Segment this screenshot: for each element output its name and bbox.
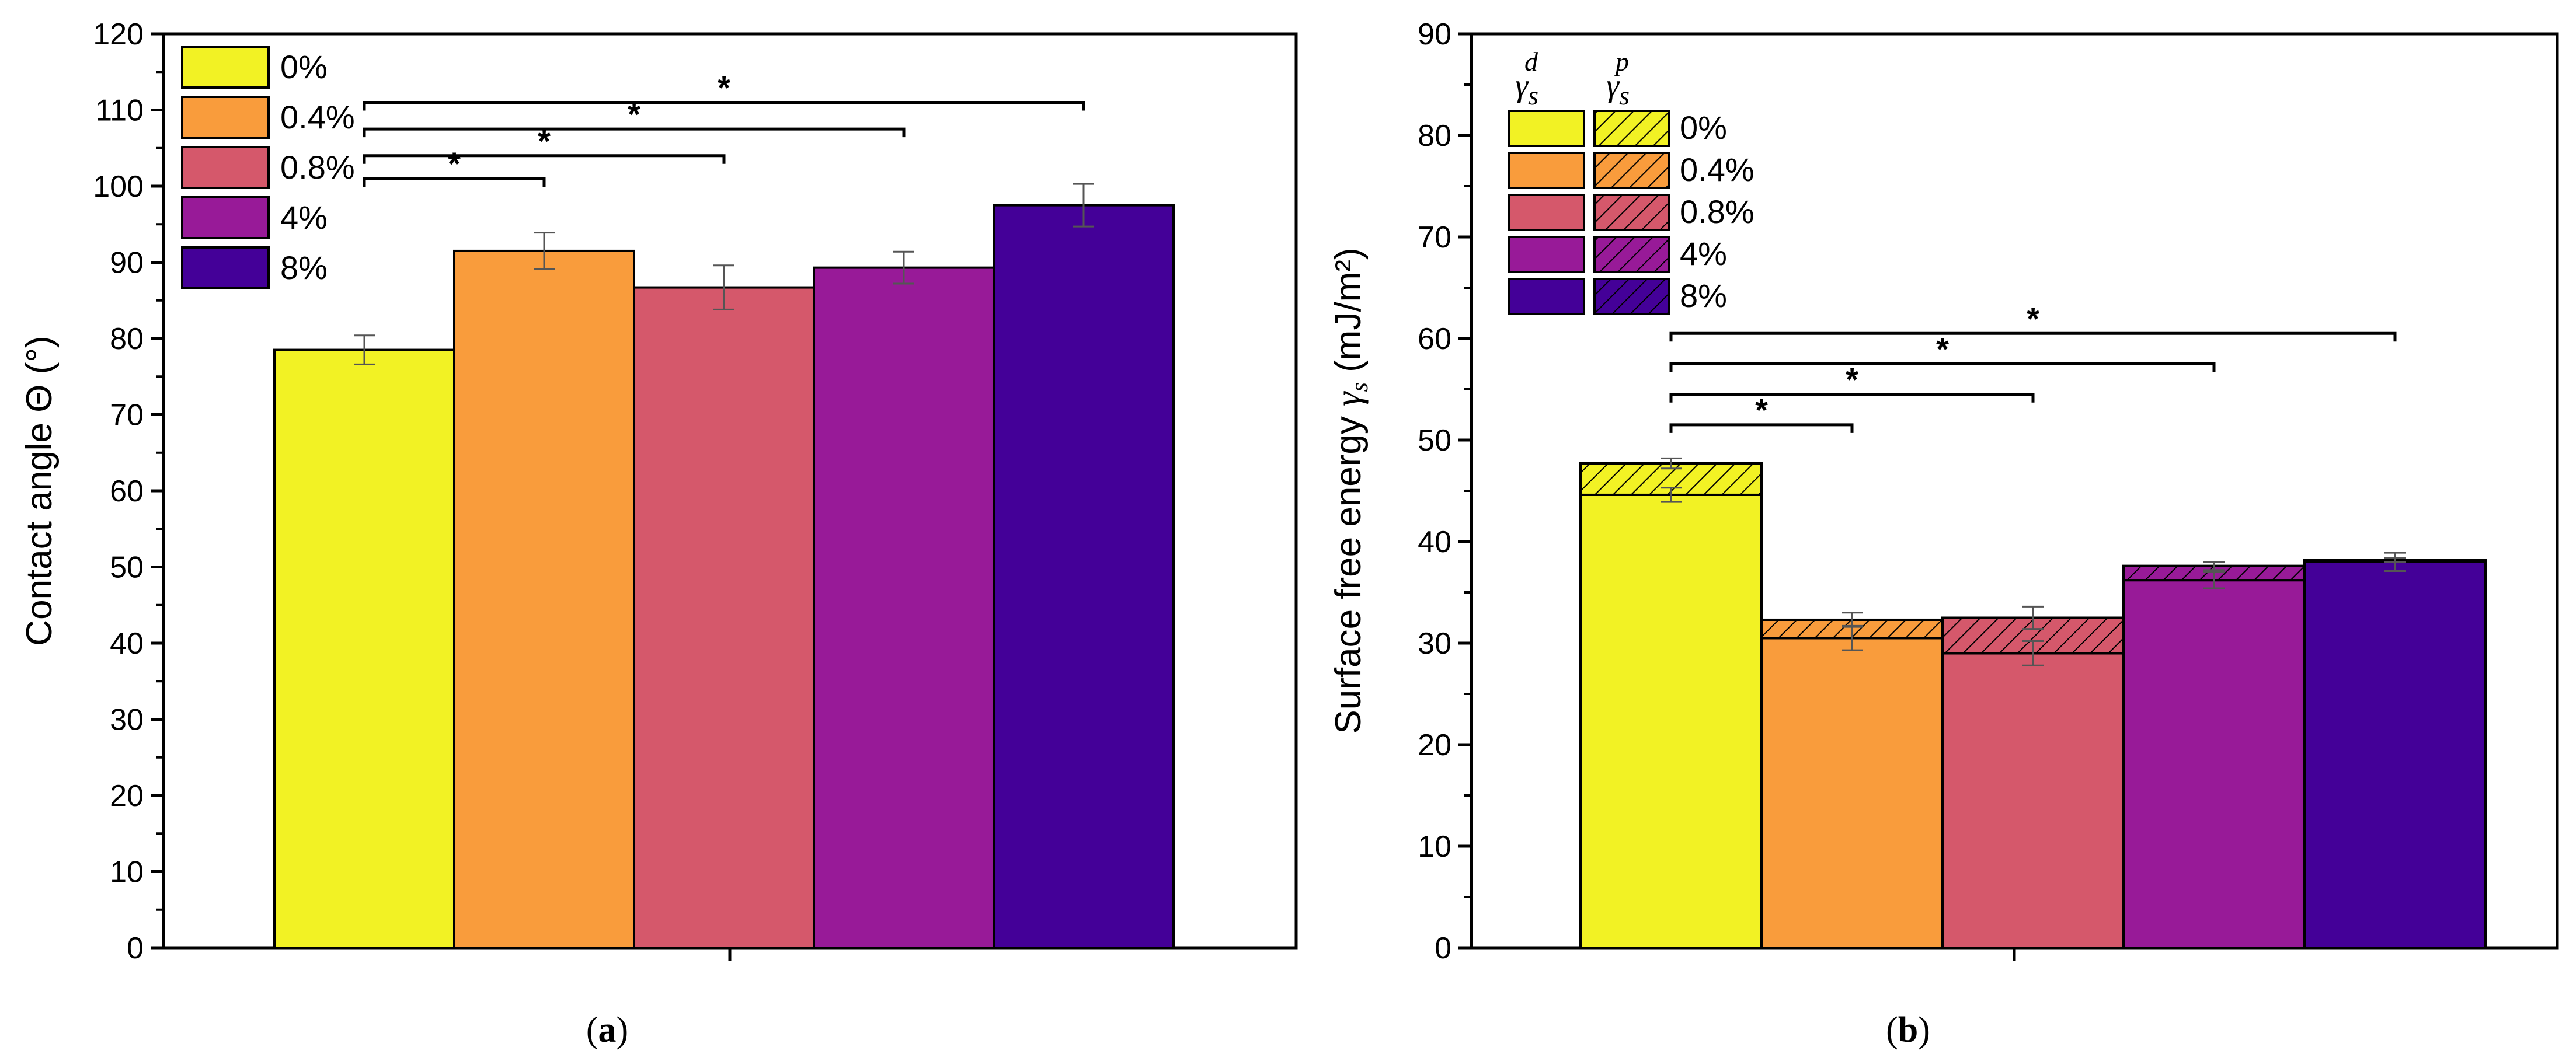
sig-bracket-a-0.8%: [363, 154, 726, 164]
y-tick-label-a-10: 10: [110, 856, 144, 889]
legend-a-label-4%: 4%: [280, 199, 328, 236]
bar-dispersive-8%: [2303, 560, 2487, 949]
sig-star-a-0.4%: *: [448, 145, 461, 182]
y-tick-label-b-10: 10: [1418, 830, 1451, 864]
legend-b-polar-hatch-0.8%: [1593, 194, 1670, 231]
sig-bracket-b-0.8%: [1669, 393, 2035, 403]
y-tick-label-b-40: 40: [1418, 525, 1451, 559]
panel-a: 0 10 20 30 40 50 60 70 80 90 100 110 120 * * * * 0% 0.4%…: [19, 18, 1298, 1050]
sig-bracket-a-8%: [363, 100, 1085, 111]
legend-b-label-8%: 8%: [1680, 277, 1727, 314]
y-axis-label-b-symbol: γ: [1329, 391, 1369, 406]
bar-a-0%: [273, 348, 455, 950]
y-tick-label-a-100: 100: [93, 170, 144, 204]
y-axis-label-a-text: Contact angle Θ: [19, 385, 60, 646]
legend-a-swatch-0.8%: [181, 146, 270, 189]
caption-b-letter: b: [1898, 1010, 1918, 1050]
legend-a-label-0%: 0%: [280, 48, 328, 85]
sig-star-a-8%: *: [718, 69, 730, 106]
legend-b-dispersive-swatch-0.4%: [1508, 152, 1585, 189]
bar-dispersive-0%: [1579, 493, 1763, 949]
legend-b-label-0.8%: 0.8%: [1680, 193, 1755, 230]
legend-b-dispersive-swatch-4%: [1508, 236, 1585, 273]
sig-bracket-b-4%: [1669, 362, 2216, 372]
caption-a: (a): [586, 1010, 628, 1050]
bar-dispersive-0.8%: [1941, 652, 2125, 950]
y-tick-label-a-110: 110: [95, 94, 144, 128]
legend-a-swatch-0%: [181, 46, 270, 89]
legend-b-polar-hatch-0%: [1593, 110, 1670, 147]
y-tick-label-a-20: 20: [110, 779, 144, 813]
legend-a-label-8%: 8%: [280, 249, 328, 286]
legend-b-label-0.4%: 0.4%: [1680, 151, 1755, 188]
y-tick-label-a-50: 50: [110, 551, 144, 585]
legend-b-label-4%: 4%: [1680, 235, 1727, 272]
legend-b-dispersive-swatch-8%: [1508, 278, 1585, 315]
bar-a-8%: [993, 204, 1175, 949]
y-tick-label-b-30: 30: [1418, 627, 1451, 661]
y-axis-label-a: Contact angle Θ (°): [19, 336, 60, 645]
y-tick-label-a-30: 30: [110, 703, 144, 737]
sig-star-a-0.8%: *: [538, 123, 551, 159]
y-tick-label-b-60: 60: [1418, 322, 1451, 356]
legend-b-polar-hatch-8%: [1593, 278, 1670, 315]
bar-dispersive-0.4%: [1760, 637, 1944, 950]
y-tick-label-a-70: 70: [110, 399, 144, 432]
y-tick-label-b-20: 20: [1418, 728, 1451, 762]
y-tick-label-a-120: 120: [93, 18, 144, 51]
y-tick-label-a-80: 80: [110, 322, 144, 356]
y-axis-label-b-unit: (mJ/m²): [1328, 247, 1369, 372]
legend-a-label-0.8%: 0.8%: [280, 149, 355, 186]
sig-star-a-4%: *: [628, 96, 640, 132]
legend-a-swatch-8%: [181, 246, 270, 289]
bar-dispersive-4%: [2122, 579, 2306, 949]
y-tick-label-a-90: 90: [110, 246, 144, 280]
caption-b: (b): [1886, 1010, 1930, 1050]
y-tick-label-b-70: 70: [1418, 221, 1451, 254]
y-tick-label-a-0: 0: [127, 931, 144, 965]
y-tick-label-a-60: 60: [110, 474, 144, 508]
legend-a-label-0.4%: 0.4%: [280, 99, 355, 135]
y-axis-label-b-sub: s: [1346, 382, 1373, 392]
y-axis-label-b: Surface free energy γs (mJ/m²): [1328, 247, 1373, 734]
sig-bracket-b-8%: [1669, 331, 2397, 342]
legend-a-swatch-4%: [181, 196, 270, 239]
sig-star-b-4%: *: [1936, 331, 1949, 368]
sig-bracket-b-0.4%: [1669, 423, 1854, 433]
legend-b-header-polar: γsp: [1606, 47, 1630, 110]
panel-b: 0 10 20 30 40 50 60 70 80 90 * * * * γsd γsp 0% 0.4% 0.8…: [1328, 18, 2559, 1050]
y-axis-label-a-unit: (°): [19, 336, 60, 374]
y-tick-label-b-0: 0: [1435, 931, 1451, 965]
sig-star-b-0.4%: *: [1755, 392, 1768, 428]
legend-b-polar-hatch-4%: [1593, 236, 1670, 273]
bar-a-0.8%: [633, 286, 815, 950]
sig-bracket-a-0.4%: [363, 177, 546, 187]
bar-a-4%: [813, 266, 995, 949]
caption-a-letter: a: [598, 1010, 617, 1050]
legend-b-dispersive-swatch-0%: [1508, 110, 1585, 147]
legend-b-header-dispersive: γsd: [1515, 47, 1538, 110]
sig-star-b-8%: *: [2027, 300, 2039, 337]
y-tick-label-a-40: 40: [110, 627, 144, 661]
legend-b-polar-hatch-0.4%: [1593, 152, 1670, 189]
legend-b-label-0%: 0%: [1680, 109, 1727, 146]
y-tick-label-b-90: 90: [1418, 18, 1451, 51]
y-tick-label-b-80: 80: [1418, 119, 1451, 153]
legend-a-swatch-0.4%: [181, 96, 270, 139]
legend-b-dispersive-swatch-0.8%: [1508, 194, 1585, 231]
y-axis-label-b-text: Surface free energy: [1328, 416, 1369, 734]
sig-star-b-0.8%: *: [1846, 361, 1858, 398]
bar-a-0.4%: [453, 249, 635, 949]
sig-bracket-a-4%: [363, 127, 906, 138]
y-tick-label-b-50: 50: [1418, 424, 1451, 458]
